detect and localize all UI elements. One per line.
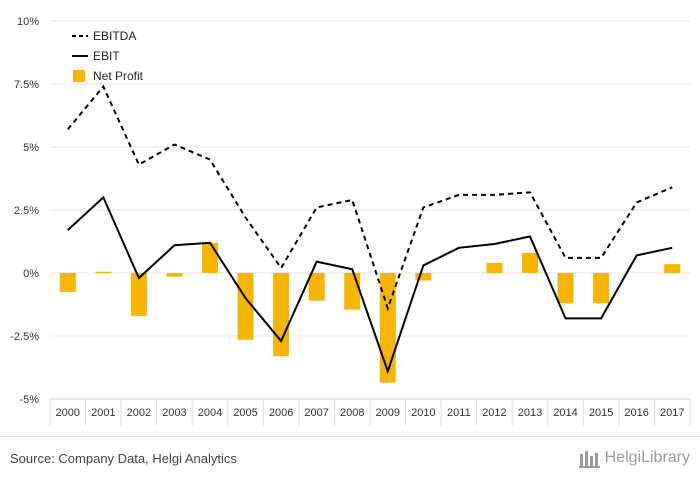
x-tick-label: 2003 (162, 407, 186, 419)
x-tick-label: 2016 (624, 407, 648, 419)
x-tick-label: 2000 (56, 407, 80, 419)
legend: EBITDA EBIT Net Profit (72, 29, 144, 83)
y-tick-label: 0% (23, 268, 39, 280)
net-profit-bar (202, 242, 218, 273)
x-tick-label: 2001 (91, 407, 115, 419)
combo-chart: 10% 7.5% 5% 2.5% 0% -2.5% -5% 2000 2001 2002 2003… (10, 16, 691, 426)
net-profit-bar (593, 273, 610, 304)
y-tick-label: 7.5% (14, 79, 39, 91)
y-tick-label: -2.5% (10, 331, 39, 343)
legend-swatch (73, 70, 85, 82)
ebitda-line (67, 84, 673, 312)
x-tick-label: 2012 (482, 407, 506, 419)
net-profit-bar (522, 252, 538, 273)
grid (49, 20, 691, 426)
net-profit-bar (166, 273, 183, 277)
logo-text: HelgiLibrary (604, 449, 690, 466)
library-icon (578, 451, 600, 468)
net-profit-bar (415, 273, 432, 281)
lines (67, 84, 673, 375)
net-profit-bar (273, 273, 290, 357)
net-profit-bar (59, 273, 76, 292)
net-profit-bar (557, 273, 574, 304)
y-tick-label: 5% (23, 142, 39, 154)
x-tick-label: 2010 (411, 407, 435, 419)
x-axis-labels: 2000 2001 2002 2003 2004 2005 2006 2007 2008 2009… (56, 407, 685, 419)
helgi-library-logo[interactable]: HelgiLibrary (578, 446, 690, 470)
x-tick-label: 2002 (127, 407, 151, 419)
x-tick-label: 2005 (233, 407, 257, 419)
net-profit-bar (237, 273, 254, 340)
x-tick-label: 2004 (198, 407, 222, 419)
footer: Source: Company Data, Helgi Analytics He… (0, 436, 700, 484)
x-tick-label: 2011 (447, 407, 471, 419)
net-profit-bar (130, 273, 147, 316)
y-axis-labels: 10% 7.5% 5% 2.5% 0% -2.5% -5% (10, 16, 39, 406)
net-profit-bar (344, 273, 361, 310)
net-profit-bars (59, 242, 681, 383)
source-note: Source: Company Data, Helgi Analytics (10, 451, 237, 466)
x-tick-label: 2014 (553, 407, 577, 419)
x-tick-label: 2017 (660, 407, 684, 419)
net-profit-bar (95, 271, 112, 273)
x-tick-label: 2007 (304, 407, 328, 419)
net-profit-bar (486, 262, 503, 273)
legend-label: EBITDA (93, 29, 136, 43)
legend-label: Net Profit (93, 69, 144, 83)
x-tick-label: 2013 (518, 407, 542, 419)
legend-label: EBIT (93, 49, 120, 63)
y-tick-label: -5% (19, 394, 39, 406)
x-tick-label: 2009 (376, 407, 400, 419)
x-tick-label: 2008 (340, 407, 364, 419)
ebit-line (67, 195, 673, 375)
net-profit-bar (664, 264, 681, 273)
y-tick-label: 10% (17, 16, 39, 28)
x-tick-label: 2015 (589, 407, 613, 419)
x-tick-label: 2006 (269, 407, 293, 419)
y-tick-label: 2.5% (14, 205, 39, 217)
net-profit-bar (379, 273, 396, 383)
net-profit-bar (308, 273, 325, 301)
